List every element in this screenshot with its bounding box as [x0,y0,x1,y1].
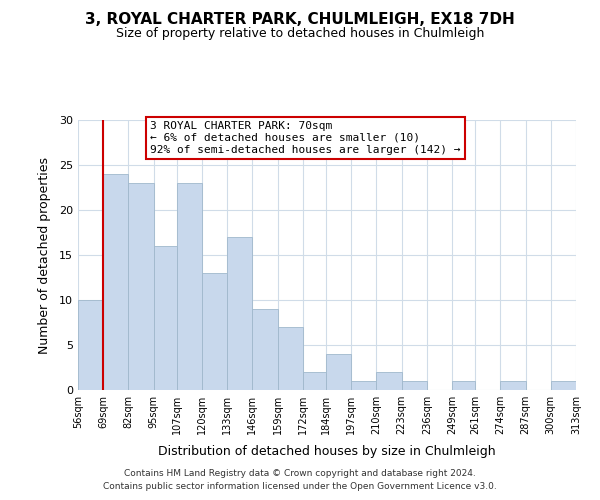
Text: Contains HM Land Registry data © Crown copyright and database right 2024.: Contains HM Land Registry data © Crown c… [124,468,476,477]
Bar [376,372,401,390]
Bar [154,246,177,390]
Bar [401,381,427,390]
Bar [278,327,303,390]
Bar [500,381,526,390]
Text: 3, ROYAL CHARTER PARK, CHULMLEIGH, EX18 7DH: 3, ROYAL CHARTER PARK, CHULMLEIGH, EX18 … [85,12,515,28]
X-axis label: Distribution of detached houses by size in Chulmleigh: Distribution of detached houses by size … [158,446,496,458]
Y-axis label: Number of detached properties: Number of detached properties [38,156,50,354]
Bar [128,183,154,390]
Bar [551,381,576,390]
Bar [351,381,376,390]
Bar [227,237,253,390]
Bar [253,309,278,390]
Bar [78,300,103,390]
Bar [202,273,227,390]
Text: 3 ROYAL CHARTER PARK: 70sqm
← 6% of detached houses are smaller (10)
92% of semi: 3 ROYAL CHARTER PARK: 70sqm ← 6% of deta… [150,122,461,154]
Text: Size of property relative to detached houses in Chulmleigh: Size of property relative to detached ho… [116,28,484,40]
Bar [326,354,351,390]
Text: Contains public sector information licensed under the Open Government Licence v3: Contains public sector information licen… [103,482,497,491]
Bar [103,174,128,390]
Bar [303,372,326,390]
Bar [177,183,202,390]
Bar [452,381,475,390]
